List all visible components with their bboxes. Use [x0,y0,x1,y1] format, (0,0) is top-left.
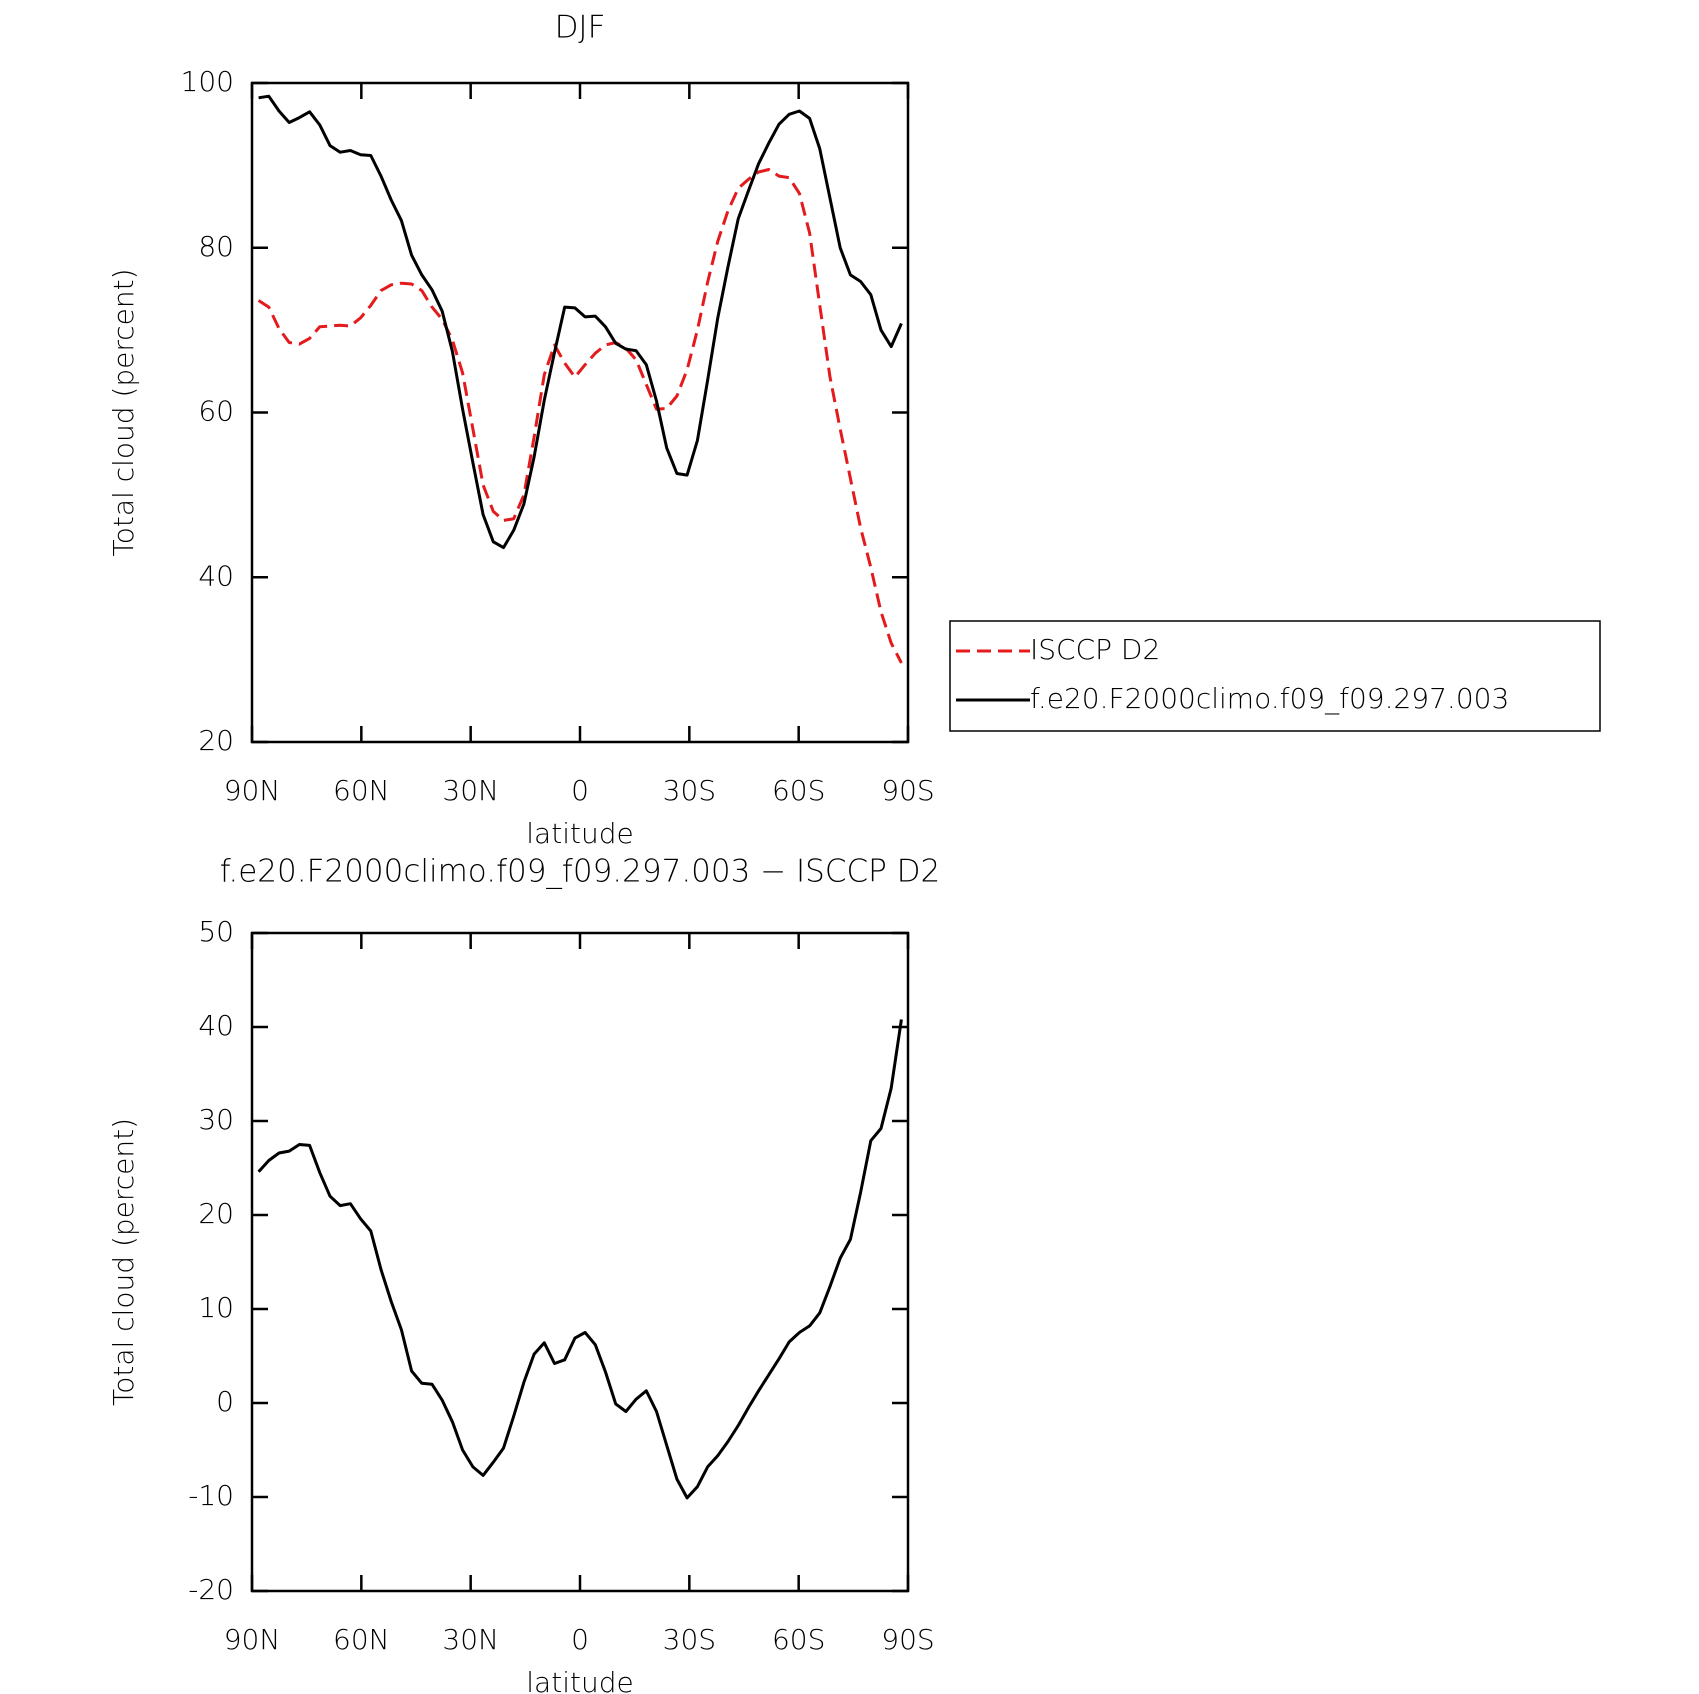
x-tick-label: 30N [442,1623,499,1656]
y-tick-label: 20 [198,724,234,757]
legend-label: ISCCP D2 [1030,633,1160,666]
y-tick-label: 10 [198,1291,234,1324]
legend-box [949,620,1601,732]
x-axis-label: latitude [526,817,633,850]
x-tick-label: 90S [881,1623,934,1656]
x-tick-label: 60N [333,1623,390,1656]
x-tick-label: 90N [224,774,281,807]
y-tick-label: -10 [188,1479,234,1512]
x-tick-label: 60N [333,774,390,807]
x-tick-label: 30S [663,774,716,807]
y-tick-label: 60 [198,395,234,428]
x-tick-label: 30S [663,1623,716,1656]
x-tick-label: 60S [772,774,825,807]
y-tick-label: 40 [198,559,234,592]
plot-frame [250,931,910,1593]
y-tick-label: 30 [198,1103,234,1136]
y-tick-label: 40 [198,1009,234,1042]
x-tick-label: 0 [571,774,589,807]
x-tick-label: 60S [772,1623,825,1656]
data-line [257,168,903,664]
y-axis-label: Total cloud (percent) [107,268,140,556]
y-tick-label: -20 [188,1573,234,1606]
x-tick-label: 90N [224,1623,281,1656]
chart-title: DJF [555,10,606,46]
data-line [257,1019,903,1500]
y-tick-label: 0 [216,1385,234,1418]
y-axis-label: Total cloud (percent) [107,1118,140,1406]
x-tick-label: 30N [442,774,499,807]
data-line [258,94,903,550]
legend-label: f.e20.F2000climo.f09_f09.297.003 [1030,682,1509,716]
x-axis-label: latitude [526,1666,633,1694]
x-tick-label: 0 [571,1623,589,1656]
y-tick-label: 50 [198,915,234,948]
plot-frame [250,81,910,744]
x-tick-label: 90S [881,774,934,807]
y-tick-label: 20 [198,1197,234,1230]
y-tick-label: 100 [181,65,234,98]
y-tick-label: 80 [198,230,234,263]
chart-title: f.e20.F2000climo.f09_f09.297.003 − ISCCP… [220,854,941,890]
